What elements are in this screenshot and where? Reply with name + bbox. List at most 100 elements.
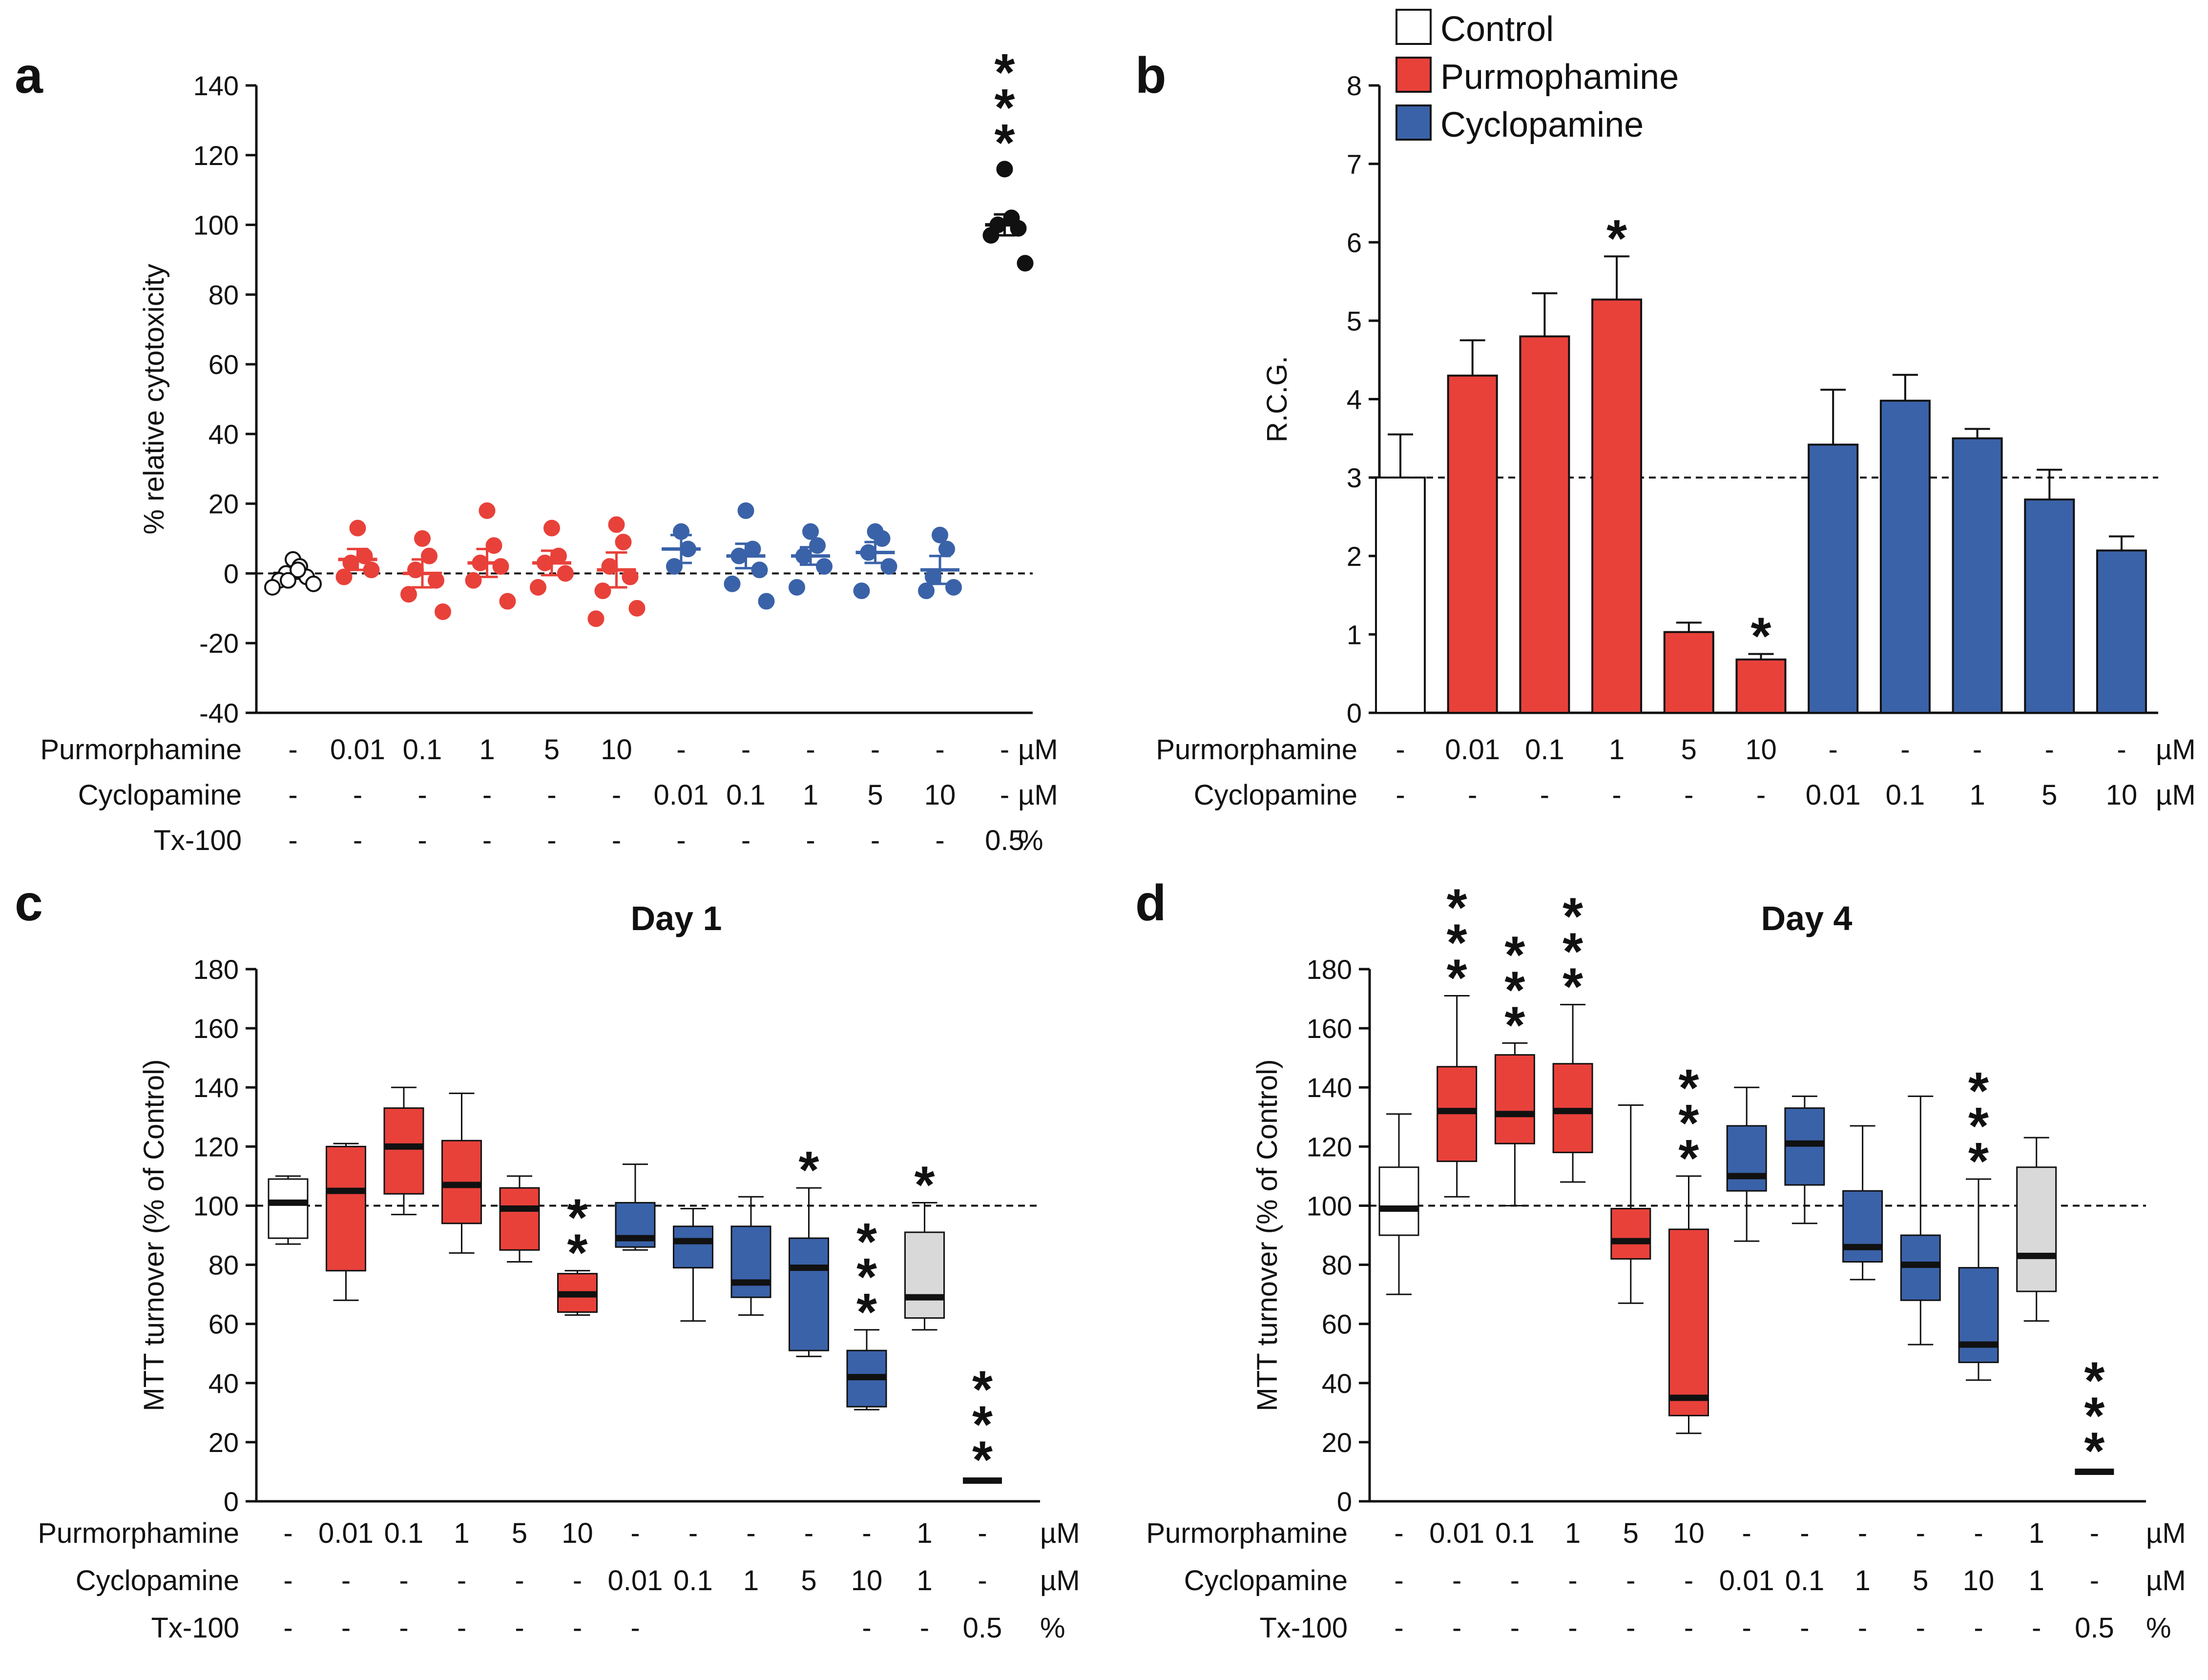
bar xyxy=(2024,498,2075,714)
data-point xyxy=(472,555,489,572)
condition-value: - xyxy=(676,734,686,766)
significance-marker: * xyxy=(798,1140,819,1199)
panel-letter-b: b xyxy=(1135,47,1166,104)
data-point xyxy=(407,561,424,579)
condition-value: - xyxy=(1394,1612,1403,1644)
condition-unit: µM xyxy=(2156,779,2196,811)
data-point xyxy=(802,523,819,540)
condition-row-label: Cyclopamine xyxy=(1184,1565,1348,1597)
data-point xyxy=(996,161,1013,178)
data-point xyxy=(414,530,431,547)
significance-marker: * xyxy=(972,1430,993,1489)
bar xyxy=(1519,335,1570,714)
y-axis-label: % relative cytotoxicity xyxy=(138,264,170,534)
condition-value: - xyxy=(741,734,750,766)
data-point xyxy=(628,600,646,617)
bar xyxy=(1735,658,1787,714)
data-point xyxy=(587,610,604,627)
condition-value: - xyxy=(547,825,556,856)
legend-swatch-control xyxy=(1396,9,1432,45)
condition-value: - xyxy=(806,734,815,766)
condition-value: - xyxy=(288,779,297,811)
data-point xyxy=(860,544,877,561)
condition-value: - xyxy=(547,779,556,811)
significance-marker: * xyxy=(994,78,1015,137)
condition-value: - xyxy=(1858,1517,1867,1549)
data-point xyxy=(594,582,611,600)
data-point xyxy=(557,565,574,582)
legend: Control Purmophamine Cyclopamine xyxy=(1396,9,1679,145)
condition-value: 0.1 xyxy=(1785,1565,1825,1597)
y-tick-label: 80 xyxy=(208,279,239,310)
significance-marker: * xyxy=(856,1282,877,1341)
condition-row-label: Tx-100 xyxy=(1259,1612,1348,1644)
condition-value: - xyxy=(417,825,427,856)
condition-value: - xyxy=(862,1612,871,1644)
data-point xyxy=(730,547,748,564)
condition-value: - xyxy=(1800,1612,1809,1644)
condition-value: 0.01 xyxy=(1719,1565,1774,1597)
condition-value: 1 xyxy=(803,779,818,811)
condition-value: - xyxy=(630,1612,640,1644)
condition-value: 10 xyxy=(924,779,956,811)
condition-value: - xyxy=(630,1517,640,1549)
y-axis-label: MTT turnover (% of Control) xyxy=(138,1059,170,1411)
condition-value: - xyxy=(1626,1565,1635,1597)
y-tick-label: 8 xyxy=(1347,70,1362,101)
condition-value: - xyxy=(1858,1612,1867,1644)
significance-marker: * xyxy=(1562,922,1583,981)
data-point xyxy=(499,593,516,610)
significance-marker: * xyxy=(1750,606,1771,665)
condition-value: 0.01 xyxy=(1445,734,1500,766)
y-tick-label: 20 xyxy=(208,489,239,519)
significance-marker: * xyxy=(2084,1421,2104,1480)
condition-value: 10 xyxy=(2106,779,2138,811)
condition-value: 0.1 xyxy=(384,1517,424,1549)
condition-value: - xyxy=(1742,1612,1751,1644)
condition-unit: µM xyxy=(1018,779,1058,811)
condition-value: - xyxy=(1684,1612,1693,1644)
condition-value: 1 xyxy=(1969,779,1985,811)
significance-marker: * xyxy=(1447,878,1467,937)
condition-value: - xyxy=(283,1612,292,1644)
y-tick-label: 0 xyxy=(1347,698,1362,728)
significance-marker: * xyxy=(1562,957,1583,1016)
box xyxy=(673,1225,713,1269)
condition-value: - xyxy=(1626,1612,1635,1644)
condition-value: - xyxy=(612,779,621,811)
condition-value: - xyxy=(2117,734,2126,766)
y-tick-label: 2 xyxy=(1347,541,1362,572)
panel-a-scatter: -40 -20 0 20 40 60 80 100 120 140 % relative cytot… xyxy=(40,42,1058,856)
box xyxy=(2016,1166,2057,1292)
condition-value: 5 xyxy=(801,1565,816,1597)
data-point xyxy=(543,519,560,537)
data-point xyxy=(465,572,482,589)
bar xyxy=(1447,374,1498,714)
y-tick-label: -40 xyxy=(199,698,239,728)
data-point xyxy=(342,555,359,572)
y-tick-label: 80 xyxy=(1322,1250,1352,1281)
data-point xyxy=(938,540,955,558)
data-point xyxy=(492,558,509,575)
condition-value: - xyxy=(1973,734,1982,766)
condition-value: 1 xyxy=(2029,1565,2044,1597)
condition-value: - xyxy=(1510,1565,1520,1597)
y-tick-label: 60 xyxy=(1322,1309,1352,1340)
condition-value: 0.1 xyxy=(1886,779,1925,811)
condition-value: - xyxy=(978,1565,987,1597)
legend-swatch-cyclopamine xyxy=(1396,104,1432,141)
box xyxy=(1668,1228,1709,1416)
condition-value: - xyxy=(1396,779,1405,811)
condition-value: - xyxy=(2045,734,2054,766)
condition-value: 0.1 xyxy=(673,1565,713,1597)
condition-value: 10 xyxy=(1745,734,1777,766)
condition-unit: µM xyxy=(2156,734,2196,766)
condition-value: - xyxy=(283,1565,292,1597)
condition-value: 0.01 xyxy=(1429,1517,1484,1549)
condition-value: - xyxy=(1540,779,1549,811)
legend-swatch-purmophamine xyxy=(1396,57,1432,93)
condition-value: - xyxy=(1829,734,1838,766)
condition-unit: µM xyxy=(1040,1565,1080,1597)
condition-value: - xyxy=(482,779,492,811)
condition-value: - xyxy=(353,779,362,811)
